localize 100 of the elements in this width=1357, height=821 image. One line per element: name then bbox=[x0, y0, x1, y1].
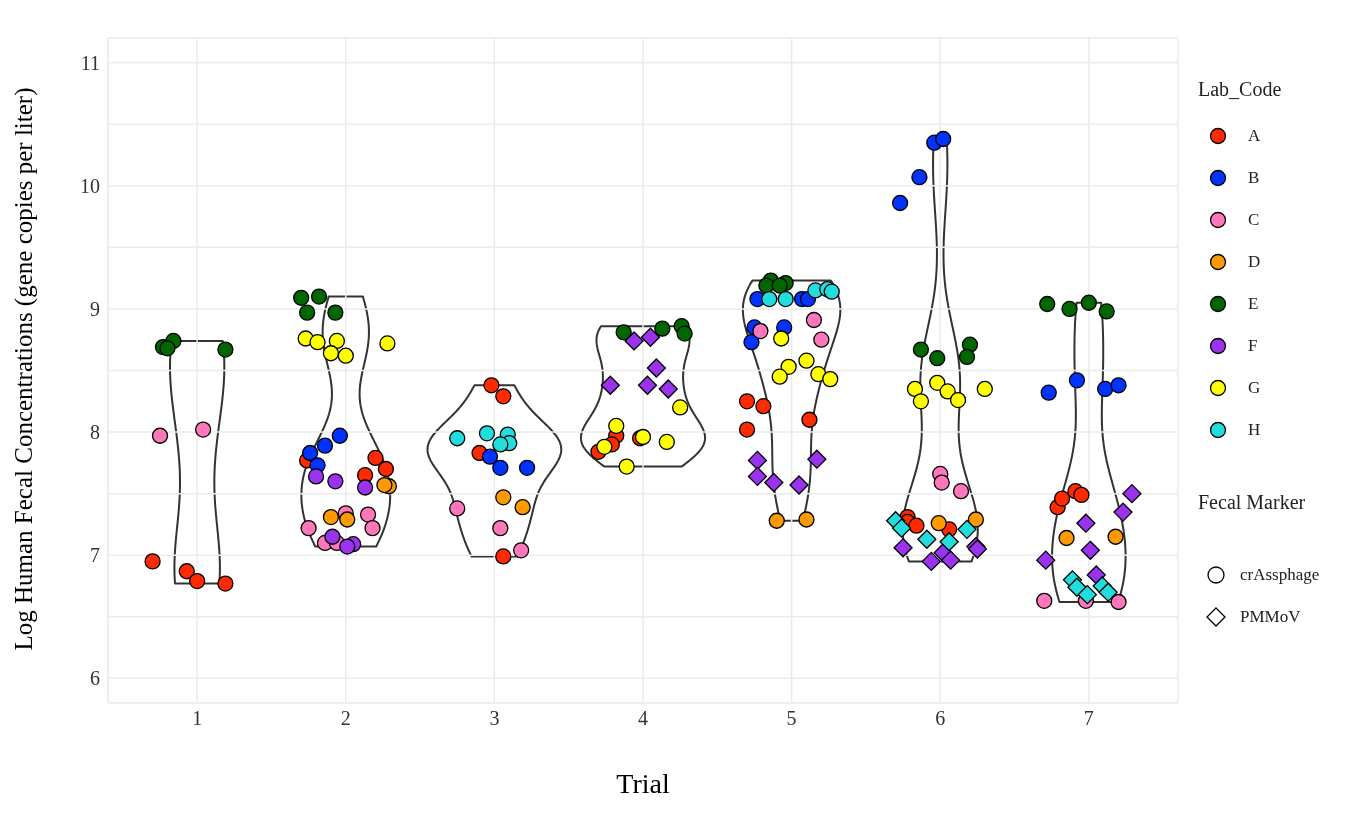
point bbox=[1077, 584, 1097, 605]
x-tick-label: 3 bbox=[489, 707, 500, 730]
point bbox=[921, 551, 941, 572]
point bbox=[640, 327, 661, 347]
point bbox=[1098, 303, 1115, 320]
point bbox=[1039, 295, 1056, 313]
point bbox=[1073, 486, 1090, 504]
point bbox=[322, 345, 340, 362]
point bbox=[822, 370, 839, 388]
point bbox=[377, 460, 395, 478]
point bbox=[328, 332, 346, 350]
point bbox=[929, 374, 946, 391]
point bbox=[906, 380, 924, 398]
point bbox=[322, 508, 340, 526]
point bbox=[658, 433, 675, 451]
point bbox=[309, 334, 326, 351]
point bbox=[771, 368, 788, 385]
point bbox=[293, 289, 310, 306]
point bbox=[805, 311, 823, 329]
point bbox=[189, 572, 206, 590]
point bbox=[813, 331, 830, 348]
point bbox=[952, 483, 970, 500]
point bbox=[492, 519, 509, 537]
point bbox=[178, 563, 195, 580]
point bbox=[1067, 577, 1087, 597]
point bbox=[768, 512, 785, 529]
point bbox=[935, 130, 952, 148]
point bbox=[478, 425, 496, 442]
point bbox=[1068, 372, 1086, 389]
point bbox=[324, 528, 341, 545]
point bbox=[976, 380, 993, 398]
point bbox=[618, 458, 635, 475]
point bbox=[798, 352, 815, 369]
point bbox=[495, 388, 512, 405]
point bbox=[300, 519, 317, 537]
text: crAssphage bbox=[1240, 565, 1320, 585]
point bbox=[144, 553, 161, 570]
point bbox=[764, 472, 784, 493]
point bbox=[933, 474, 950, 491]
point bbox=[1058, 529, 1075, 547]
point bbox=[1097, 380, 1114, 398]
point bbox=[908, 517, 925, 534]
x-tick-label: 5 bbox=[786, 707, 797, 730]
point bbox=[654, 320, 671, 337]
point bbox=[307, 468, 325, 485]
point bbox=[339, 511, 356, 528]
point bbox=[637, 375, 658, 395]
point bbox=[615, 324, 632, 341]
point bbox=[891, 518, 912, 538]
point bbox=[1098, 582, 1118, 602]
point bbox=[747, 450, 768, 471]
point bbox=[658, 379, 678, 399]
point bbox=[1036, 592, 1053, 609]
point bbox=[940, 550, 961, 570]
point bbox=[495, 489, 512, 506]
point bbox=[1036, 550, 1056, 570]
point bbox=[159, 340, 176, 357]
point bbox=[893, 538, 913, 558]
point bbox=[449, 430, 466, 447]
point bbox=[771, 277, 788, 294]
point bbox=[514, 499, 531, 516]
point bbox=[807, 449, 827, 469]
x-tick-label: 1 bbox=[192, 707, 203, 730]
point bbox=[608, 417, 625, 435]
point bbox=[1076, 513, 1096, 533]
point bbox=[1107, 528, 1124, 545]
legend-label: C bbox=[1248, 210, 1260, 230]
y-tick-label: 7 bbox=[90, 544, 100, 567]
y-axis-title: Log Human Fecal Concentrations (gene copies per liter) bbox=[9, 87, 38, 651]
legend-label: B bbox=[1248, 168, 1260, 188]
point bbox=[512, 542, 530, 559]
point bbox=[1110, 377, 1127, 394]
y-tick-label: 6 bbox=[90, 667, 100, 690]
point bbox=[676, 325, 693, 342]
point bbox=[151, 427, 169, 444]
legend-label: F bbox=[1248, 336, 1258, 356]
point bbox=[798, 511, 815, 528]
point bbox=[483, 377, 500, 394]
point bbox=[1122, 484, 1142, 504]
x-tick-label: 2 bbox=[340, 707, 351, 730]
point bbox=[672, 399, 689, 416]
legend-title: Lab_Code bbox=[1198, 78, 1283, 101]
point bbox=[600, 375, 620, 395]
point bbox=[298, 304, 316, 321]
x-tick-label: 7 bbox=[1083, 707, 1094, 730]
point bbox=[1061, 300, 1078, 318]
legend-label: A bbox=[1248, 126, 1261, 146]
point bbox=[310, 288, 328, 305]
point bbox=[930, 515, 947, 532]
point bbox=[743, 334, 760, 351]
point bbox=[929, 350, 946, 367]
point bbox=[761, 290, 778, 308]
legend-label: H bbox=[1248, 420, 1261, 440]
point bbox=[917, 529, 937, 549]
text: Fecal Marker bbox=[1198, 491, 1307, 514]
point bbox=[1080, 294, 1097, 311]
point bbox=[891, 194, 909, 212]
point bbox=[1040, 384, 1057, 401]
point bbox=[911, 169, 928, 186]
point bbox=[1110, 593, 1127, 611]
